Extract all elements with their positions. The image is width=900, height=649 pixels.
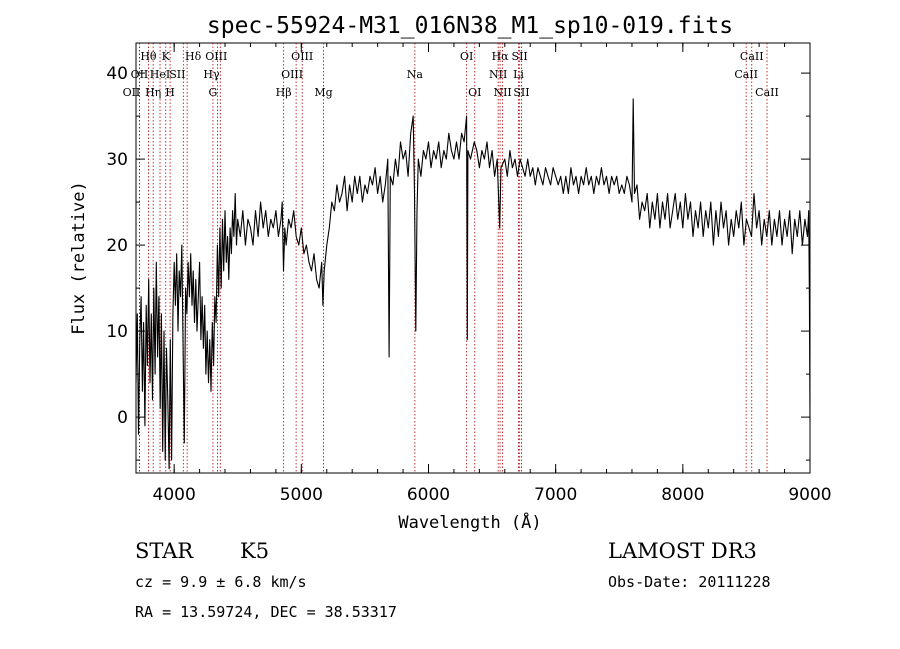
coordinates: RA = 13.59724, DEC = 38.53317 xyxy=(135,603,397,621)
x-tick-label-5: 9000 xyxy=(788,485,831,505)
line-label-20: Hα xyxy=(492,50,510,63)
line-label-24: SII xyxy=(513,86,529,99)
line-label-2: OII xyxy=(123,86,141,99)
object-subclass: K5 xyxy=(240,539,270,563)
y-tick-label-0: 0 xyxy=(117,408,128,428)
redshift-readout: cz = 9.9 ± 6.8 km/s xyxy=(135,573,307,591)
line-label-19: NII xyxy=(489,68,507,81)
line-label-10: Hγ xyxy=(203,68,220,81)
x-axis-label: Wavelength (Å) xyxy=(398,511,541,533)
y-tick-label-1: 10 xyxy=(106,322,128,342)
y-axis-label: Flux (relative) xyxy=(69,181,89,335)
y-tick-label-4: 40 xyxy=(106,64,128,84)
x-tick-label-4: 8000 xyxy=(661,485,704,505)
line-label-12: Hβ xyxy=(276,86,292,99)
object-class: STAR xyxy=(135,539,194,563)
y-axis-ticks: 0 10 20 30 40 xyxy=(106,64,810,461)
line-label-25: CaII xyxy=(734,68,758,81)
line-label-14: OIII xyxy=(291,50,313,63)
line-label-5: K xyxy=(162,50,171,63)
spectrum-line xyxy=(135,98,811,470)
line-label-13: OIII xyxy=(281,68,303,81)
line-label-26: CaII xyxy=(740,50,764,63)
y-tick-label-2: 20 xyxy=(106,236,128,256)
x-tick-label-0: 4000 xyxy=(153,485,196,505)
line-label-0: Hθ xyxy=(140,50,157,63)
line-label-6: H xyxy=(165,86,175,99)
line-label-15: Mg xyxy=(314,86,332,99)
spectrum-series xyxy=(135,98,811,470)
line-label-17: OI xyxy=(460,50,473,63)
line-label-27: CaII xyxy=(755,86,779,99)
line-label-8: Hδ xyxy=(185,50,202,63)
obs-date: Obs-Date: 20111228 xyxy=(608,573,771,591)
x-tick-label-2: 6000 xyxy=(407,485,450,505)
x-tick-label-1: 5000 xyxy=(280,485,323,505)
x-tick-label-3: 7000 xyxy=(534,485,577,505)
line-label-23: Li xyxy=(513,68,524,81)
line-label-11: OIII xyxy=(205,50,227,63)
plot-frame xyxy=(135,42,811,474)
line-markers xyxy=(139,43,768,473)
chart-title: spec-55924-M31_016N38_M1_sp10-019.fits xyxy=(207,13,733,39)
y-tick-label-3: 30 xyxy=(106,150,128,170)
line-label-9: G xyxy=(209,86,218,99)
line-label-22: SII xyxy=(512,50,528,63)
line-label-3: Hη xyxy=(145,86,161,99)
line-label-7: SII xyxy=(169,68,185,81)
line-label-21: NII xyxy=(493,86,511,99)
line-label-16: Na xyxy=(407,68,424,81)
line-label-4: HeI xyxy=(150,68,170,81)
line-label-1: OII xyxy=(131,68,149,81)
survey-label: LAMOST DR3 xyxy=(608,539,757,563)
x-axis-ticks: 4000 5000 6000 7000 8000 9000 xyxy=(153,43,832,505)
line-label-18: OI xyxy=(468,86,481,99)
